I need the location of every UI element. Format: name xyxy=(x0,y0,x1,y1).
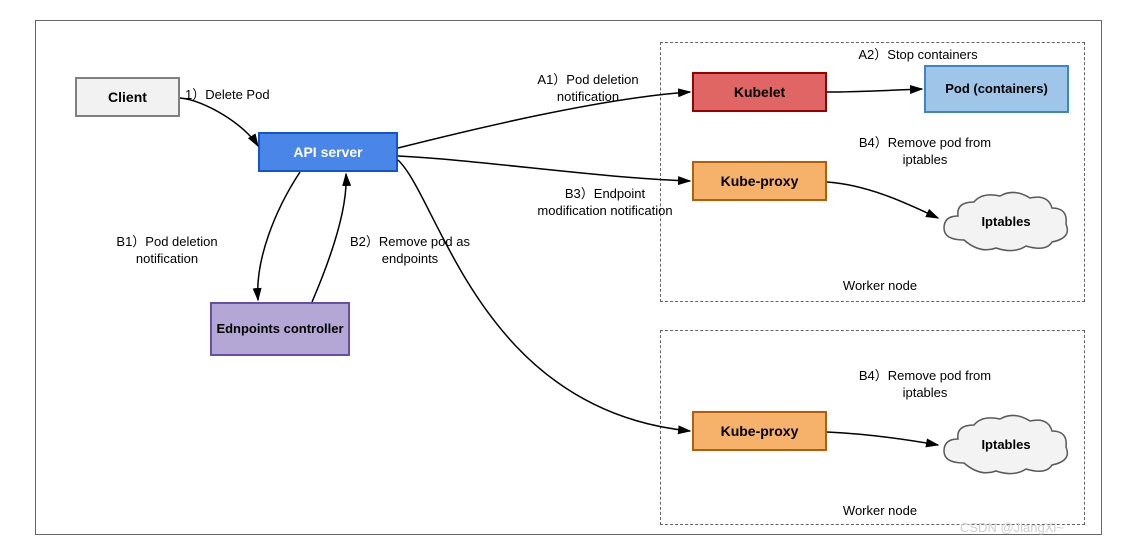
node-kube-proxy-2: Kube-proxy xyxy=(692,411,827,451)
watermark: CSDN @JiangXi~ xyxy=(960,520,1064,535)
edge-label-b4-2: B4）Remove pod from iptables xyxy=(850,368,1000,402)
node-client: Client xyxy=(75,77,180,117)
node-kube-proxy-1: Kube-proxy xyxy=(692,161,827,201)
node-endpoints-controller: Ednpoints controller xyxy=(210,302,350,356)
iptables-1-label: Iptables xyxy=(966,214,1046,231)
edge-label-1: 1）Delete Pod xyxy=(185,87,295,104)
edge-label-b2: B2）Remove pod as endpoints xyxy=(340,234,480,268)
edge-label-a2: A2）Stop containers xyxy=(838,47,998,64)
edge-label-b4-1: B4）Remove pod from iptables xyxy=(850,135,1000,169)
diagram-canvas: Worker node Worker node Client API serve… xyxy=(0,0,1135,553)
iptables-2-label: Iptables xyxy=(966,437,1046,454)
node-kubelet: Kubelet xyxy=(692,72,827,112)
node-api-server: API server xyxy=(258,132,398,172)
edge-label-b3: B3）Endpoint modification notification xyxy=(530,186,680,220)
worker-node-1-label: Worker node xyxy=(820,278,940,295)
edge-label-a1: A1）Pod deletion notification xyxy=(508,72,668,106)
worker-node-2-label: Worker node xyxy=(820,503,940,520)
edge-label-b1: B1）Pod deletion notification xyxy=(92,234,242,268)
node-pod: Pod (containers) xyxy=(924,65,1069,113)
